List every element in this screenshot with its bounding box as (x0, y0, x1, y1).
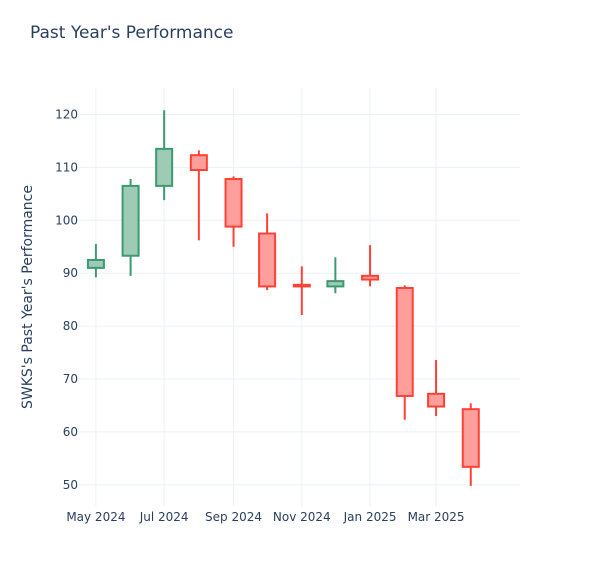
candle-body (361, 274, 380, 281)
x-tick-label: Jul 2024 (139, 510, 189, 524)
y-tick-label: 80 (63, 319, 78, 333)
candle-increasing (155, 110, 174, 201)
y-tick-label: 100 (55, 213, 78, 227)
y-axis-ticks: 50 60 70 80 90 100 110 120 (55, 107, 78, 491)
candle-decreasing (189, 150, 208, 241)
grid-lines (78, 88, 520, 506)
y-tick-label: 70 (63, 372, 78, 386)
x-tick-label: Nov 2024 (273, 510, 331, 524)
x-axis-ticks: May 2024 Jul 2024 Sep 2024 Nov 2024 Jan 2025… (66, 510, 464, 524)
candle-body (258, 232, 277, 288)
candle-body (224, 178, 243, 228)
x-tick-label: Sep 2024 (205, 510, 262, 524)
candles (86, 110, 480, 486)
candle-decreasing (224, 176, 243, 247)
x-tick-label: Jan 2025 (343, 510, 397, 524)
y-axis-title: SWKS's Past Year's Performance (20, 185, 36, 409)
candle-decreasing (292, 266, 311, 315)
candle-decreasing (258, 213, 277, 291)
candle-decreasing (361, 245, 380, 287)
candle-body (292, 283, 311, 288)
candle-body (326, 280, 345, 288)
candle-body (86, 258, 105, 269)
x-tick-label: Mar 2025 (408, 510, 465, 524)
candle-body (155, 147, 174, 187)
candle-decreasing (395, 285, 414, 420)
x-tick-label: May 2024 (66, 510, 125, 524)
candle-body (461, 408, 480, 468)
candle-body (121, 184, 140, 257)
y-tick-label: 50 (63, 478, 78, 492)
y-tick-label: 60 (63, 425, 78, 439)
y-tick-label: 90 (63, 266, 78, 280)
candle-body (427, 392, 446, 408)
y-tick-label: 110 (55, 160, 78, 174)
candle-increasing (86, 244, 105, 278)
candle-body (189, 154, 208, 172)
chart-title: Past Year's Performance (30, 23, 234, 43)
candle-increasing (326, 257, 345, 294)
candle-increasing (121, 179, 140, 276)
candle-decreasing (461, 403, 480, 486)
y-tick-label: 120 (55, 107, 78, 121)
candle-body (395, 287, 414, 397)
candle-decreasing (427, 359, 446, 417)
